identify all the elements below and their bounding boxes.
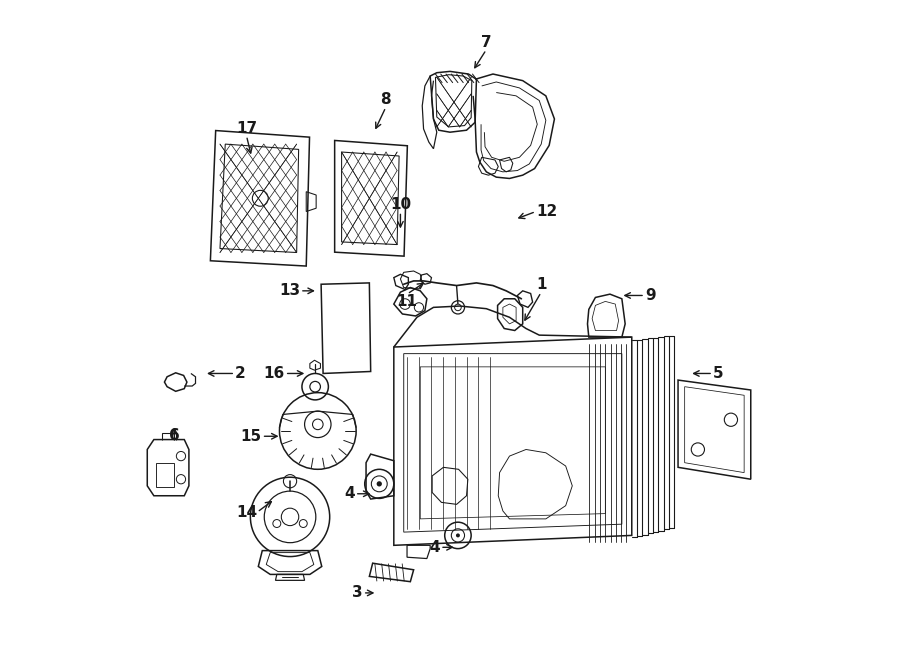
Text: 4: 4 [429,540,440,555]
Text: 8: 8 [381,92,392,107]
Text: 9: 9 [645,288,655,303]
Text: 5: 5 [713,366,724,381]
Circle shape [456,533,460,537]
Text: 13: 13 [279,284,300,298]
Text: 1: 1 [536,277,546,292]
Text: 7: 7 [481,34,491,50]
Text: 3: 3 [352,586,363,600]
Text: 14: 14 [236,505,257,520]
Text: 11: 11 [397,294,418,309]
Text: 4: 4 [344,486,355,501]
Circle shape [376,481,382,486]
Text: 17: 17 [236,120,257,136]
Text: 12: 12 [536,204,557,219]
Text: 10: 10 [390,196,411,212]
Text: 16: 16 [264,366,284,381]
Text: 2: 2 [235,366,246,381]
Text: 6: 6 [169,428,180,443]
Text: 15: 15 [240,429,262,444]
